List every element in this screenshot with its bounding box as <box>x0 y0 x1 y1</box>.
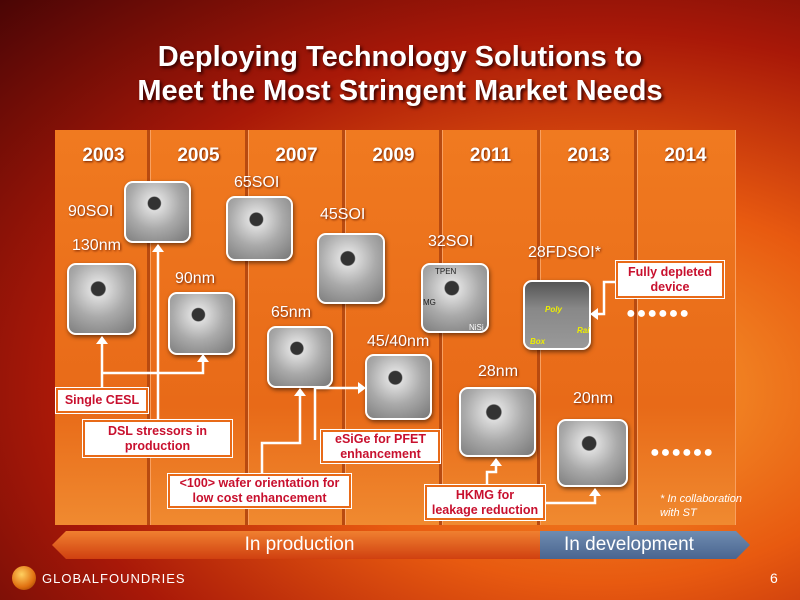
callout-text: production <box>124 438 191 453</box>
image-label: Rai <box>577 326 590 335</box>
footnote-line: with ST <box>660 507 697 519</box>
footnote: * In collaboration with ST <box>660 492 742 520</box>
year-column: 2014 <box>637 130 735 525</box>
continuation-dots: ●●●●●● <box>650 444 714 461</box>
tem-image-90soi <box>124 181 191 243</box>
callout-text: Fully depleted <box>627 264 713 279</box>
page-number: 6 <box>770 570 778 586</box>
node-90soi: 90SOI <box>68 203 114 220</box>
image-label: NiSi <box>469 323 484 332</box>
year-label: 2007 <box>275 145 318 166</box>
callout-single-cesl: Single CESL <box>55 387 149 414</box>
year-column: 2005 <box>150 130 248 525</box>
tem-image-28nm <box>459 387 536 457</box>
company-logo: GLOBALFOUNDRIES <box>12 566 186 590</box>
tem-image-45-40nm <box>365 354 432 420</box>
globe-icon <box>12 566 36 590</box>
image-label: Box <box>530 337 546 346</box>
tem-image-65nm <box>267 326 333 388</box>
tem-image-20nm <box>557 419 628 487</box>
year-column: 2013 <box>540 130 637 525</box>
node-20nm: 20nm <box>573 390 614 407</box>
callout-dsl-stressors: DSL stressors in production <box>82 419 233 458</box>
callout-text: Single CESL <box>64 393 140 407</box>
node-65nm: 65nm <box>271 304 312 321</box>
year-label: 2009 <box>372 145 415 166</box>
in-development-arrow: In development <box>540 531 750 559</box>
callout-esige: eSiGe for PFET enhancement <box>320 429 441 464</box>
image-label: Poly <box>545 305 562 314</box>
year-column: 2007 <box>248 130 345 525</box>
node-45soi: 45SOI <box>320 206 366 223</box>
callout-text: enhancement <box>340 446 421 461</box>
node-32soi: 32SOI <box>428 233 474 250</box>
year-label: 2003 <box>82 145 125 166</box>
in-production-arrow: In production <box>52 531 547 559</box>
logo-text: GLOBALFOUNDRIES <box>42 570 186 586</box>
tem-image-28fdsoi: Poly Box Rai <box>523 280 591 350</box>
tem-image-32soi: TPEN MG NiSi <box>421 263 489 333</box>
node-90nm: 90nm <box>175 270 216 287</box>
year-label: 2011 <box>469 145 512 166</box>
node-65soi: 65SOI <box>234 174 280 191</box>
tem-image-130nm <box>67 263 136 335</box>
node-130nm: 130nm <box>72 237 121 254</box>
node-28nm: 28nm <box>478 363 519 380</box>
footnote-line: * In collaboration <box>660 493 742 505</box>
callout-text: eSiGe for PFET <box>335 431 426 446</box>
year-column: 2003 <box>55 130 150 525</box>
tem-image-90nm <box>168 292 235 355</box>
image-label: MG <box>423 298 436 307</box>
image-label: TPEN <box>435 267 457 276</box>
node-28fdsoi: 28FDSOI* <box>528 244 601 261</box>
year-label: 2014 <box>664 145 707 166</box>
tem-image-45soi <box>317 233 385 304</box>
year-label: 2005 <box>177 145 220 166</box>
callout-text: leakage reduction <box>431 502 539 517</box>
node-45-40nm: 45/40nm <box>367 333 430 350</box>
continuation-dots: ●●●●●● <box>626 305 690 322</box>
callout-text: DSL stressors in <box>107 423 208 438</box>
callout-hkmg: HKMG for leakage reduction <box>424 484 546 521</box>
title-line: Deploying Technology Solutions to <box>157 41 643 73</box>
callout-wafer-orientation: <100> wafer orientation for low cost enha… <box>167 473 352 509</box>
callout-text: HKMG for <box>455 487 515 502</box>
callout-text: device <box>650 279 690 294</box>
title-line: Meet the Most Stringent Market Needs <box>137 75 663 107</box>
tem-image-65soi <box>226 196 293 261</box>
callout-text: <100> wafer orientation for <box>179 476 340 490</box>
callout-text: low cost enhancement <box>192 491 327 505</box>
year-label: 2013 <box>567 145 610 166</box>
slide-title: Deploying Technology Solutions to Meet t… <box>0 40 800 108</box>
callout-fully-depleted: Fully depleted device <box>615 260 725 299</box>
